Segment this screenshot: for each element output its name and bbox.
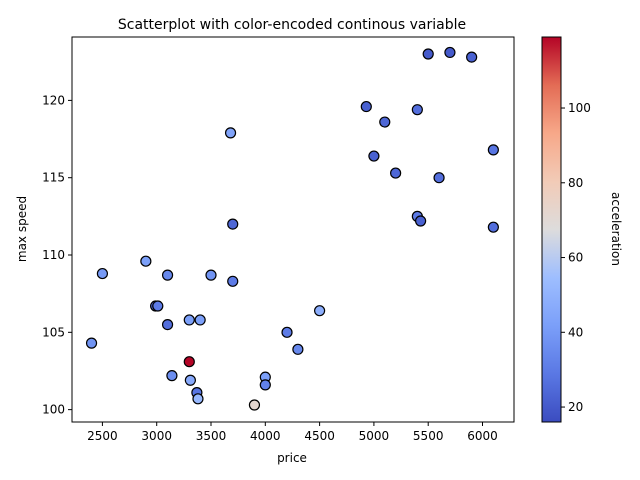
x-tick-label: 5500 [413,429,444,443]
data-point [205,269,217,281]
colorbar [541,36,562,423]
data-point [390,167,402,179]
data-point [292,343,304,355]
data-point [96,267,109,280]
data-point [227,275,239,287]
data-point [140,255,152,267]
data-point [166,370,178,382]
data-point [227,218,239,230]
data-point [360,100,372,113]
x-axis-label: price [277,451,307,465]
data-point [184,374,196,386]
colorbar-axis: 20 40 60 80 100 [561,101,591,414]
data-point [379,116,391,128]
data-point [411,104,423,116]
data-point [161,269,174,281]
data-point [415,215,427,227]
data-point [433,172,445,184]
data-point [152,300,164,312]
data-point [487,144,499,156]
colorbar-tick-label: 40 [568,325,583,339]
colorbar-tick-label: 20 [568,400,583,414]
data-point [192,393,204,405]
x-tick-label: 5000 [359,429,390,443]
y-tick-label: 120 [42,93,65,107]
data-point [368,150,380,162]
data-point [248,399,261,411]
data-point [161,318,174,331]
colorbar-tick-label: 80 [568,176,583,190]
data-point [183,314,195,326]
data-point [85,337,98,349]
plot-area [85,46,499,411]
data-point [466,51,478,63]
x-tick-label: 4000 [250,429,281,443]
colorbar-tick-label: 60 [568,251,583,265]
data-point [487,221,499,233]
data-point [444,46,456,59]
plot-frame [71,36,515,423]
data-point [259,379,271,391]
data-point [281,326,293,338]
y-axis-label: max speed [15,196,29,262]
data-point [194,314,206,326]
y-tick-label: 110 [42,248,65,262]
y-axis: 100 105 110 115 120 [42,93,72,417]
x-tick-label: 3500 [196,429,227,443]
data-point [422,48,434,60]
y-tick-label: 115 [42,171,65,185]
x-tick-label: 6000 [467,429,498,443]
x-axis: 2500 3000 3500 4000 4500 5000 5500 6000 [87,422,498,443]
colorbar-tick-label: 100 [568,101,591,115]
y-tick-label: 105 [42,325,65,339]
data-point [224,127,237,139]
colorbar-label: acceleration [609,192,623,266]
data-point [314,305,326,317]
x-tick-label: 4500 [304,429,335,443]
y-tick-label: 100 [42,403,65,417]
x-tick-label: 3000 [141,429,172,443]
x-tick-label: 2500 [87,429,118,443]
data-point [183,356,195,368]
chart-title: Scatterplot with color-encoded continous… [118,17,466,33]
